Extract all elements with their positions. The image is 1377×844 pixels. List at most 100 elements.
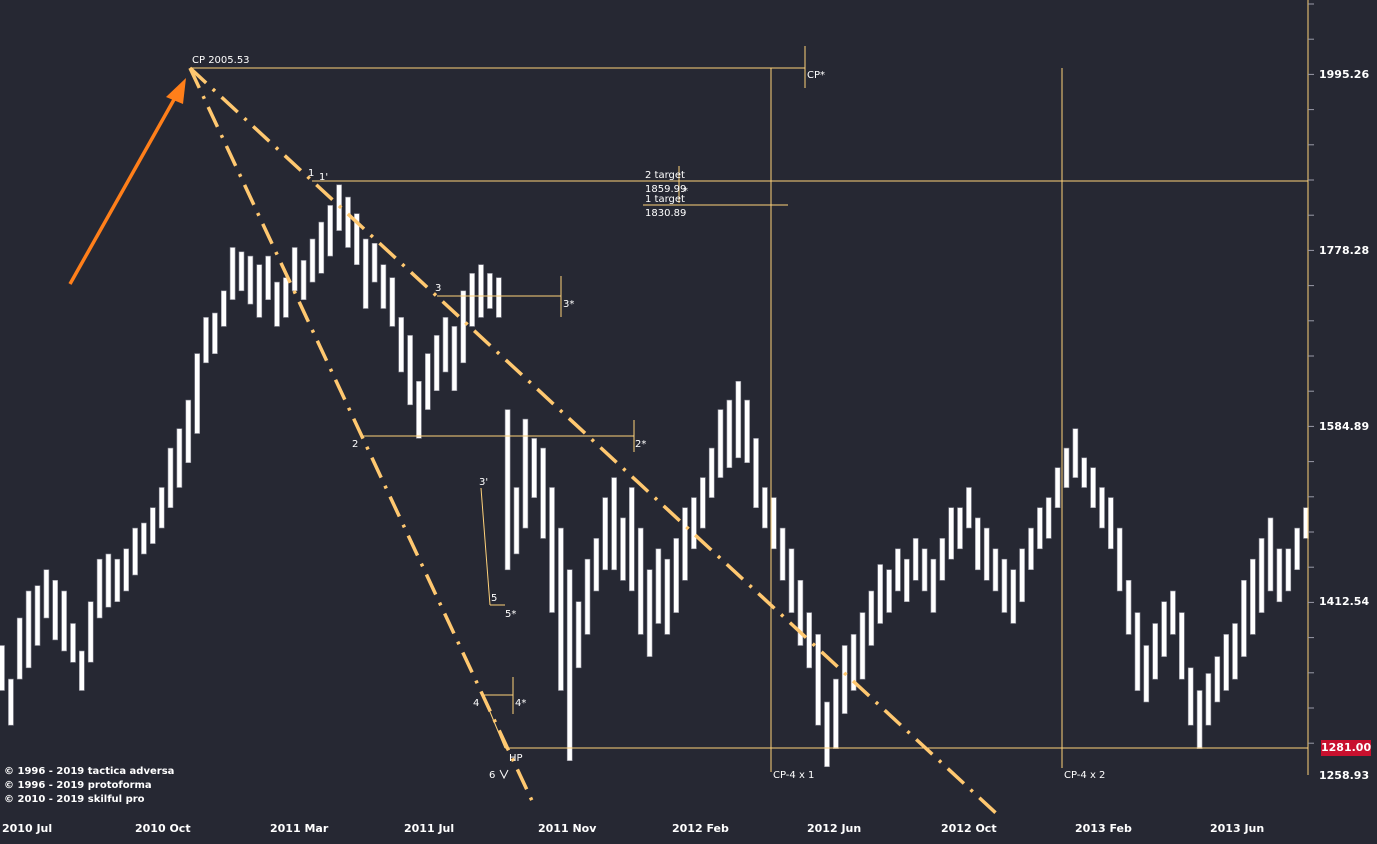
price-bar: [274, 281, 280, 327]
annotation-labels: CP 2005.53 CP* 2 target 1859.99 * 1 targ…: [192, 55, 1105, 781]
price-bar: [1161, 601, 1167, 657]
price-bar: [540, 447, 546, 539]
x-tick-label: 2012 Jun: [807, 822, 861, 835]
price-bar: [424, 353, 431, 410]
price-bar: [620, 517, 626, 581]
price-bar: [1276, 548, 1283, 603]
price-bar: [824, 701, 830, 767]
price-bar: [495, 277, 502, 318]
price-bar: [1250, 558, 1256, 635]
price-bar: [229, 247, 236, 300]
price-bar: [8, 678, 14, 726]
price-bar: [992, 548, 999, 592]
price-bar: [79, 650, 85, 691]
price-bar: [87, 601, 94, 663]
price-bar: [504, 409, 511, 571]
price-bar: [859, 612, 866, 680]
label-target2-star: *: [683, 186, 688, 197]
label-p4: 4: [473, 698, 479, 709]
price-bar: [762, 487, 768, 529]
price-bar: [1223, 634, 1229, 691]
price-bar: [815, 634, 821, 726]
price-bar: [611, 477, 617, 571]
label-p5s: 5*: [505, 609, 516, 620]
price-bar: [717, 409, 724, 478]
label-p3: 3: [435, 283, 441, 294]
price-bar: [300, 260, 307, 300]
label-target2: 2 target: [645, 170, 685, 181]
current-price-badge: 1281.00: [1321, 740, 1372, 756]
price-bar: [1019, 548, 1025, 603]
price-bar: [664, 558, 671, 635]
price-bar: [212, 312, 218, 355]
label-target1: 1 target: [645, 194, 685, 205]
price-bar: [318, 221, 325, 274]
price-bar: [1010, 569, 1017, 624]
v-mark-icon: [499, 769, 509, 780]
price-bar: [699, 477, 706, 529]
x-tick-label: 2013 Jun: [1210, 822, 1264, 835]
price-bar: [487, 273, 493, 309]
price-bar: [1108, 497, 1114, 550]
price-bar: [1054, 467, 1061, 509]
price-bar: [513, 487, 520, 555]
copyright-line: © 1996 - 2019 tactica adversa: [4, 766, 175, 777]
x-axis-labels: 2010 Jul 2010 Oct 2011 Mar 2011 Jul 2011…: [2, 822, 1264, 835]
price-bar: [16, 617, 23, 680]
x-tick-label: 2013 Feb: [1075, 822, 1132, 835]
price-bar: [708, 447, 715, 498]
annotation-lines: [190, 0, 1309, 775]
label-p2s: 2*: [635, 439, 646, 450]
price-bar: [726, 399, 733, 469]
price-bar: [1143, 645, 1150, 703]
label-p3p: 3': [479, 477, 488, 488]
price-bar: [309, 238, 316, 283]
label-cp-star: CP*: [807, 70, 825, 81]
price-bar: [345, 196, 351, 248]
price-bar: [779, 527, 786, 581]
label-p4s: 4*: [515, 698, 526, 709]
price-bar: [637, 527, 644, 635]
price-bars: [0, 184, 1309, 767]
price-bar: [1294, 527, 1300, 570]
price-bar: [380, 264, 387, 309]
price-bar: [682, 507, 688, 581]
x-tick-label: 2012 Oct: [941, 822, 997, 835]
price-bar: [895, 548, 901, 592]
price-bar: [1267, 517, 1274, 592]
x-tick-label: 2011 Mar: [270, 822, 329, 835]
price-bar: [1090, 467, 1096, 509]
price-bar: [291, 247, 298, 292]
price-bar: [283, 277, 289, 318]
price-bar: [593, 538, 600, 592]
price-bar: [96, 558, 103, 619]
y-tick-label: 1412.54: [1319, 595, 1369, 608]
price-bar: [123, 548, 129, 592]
price-bar: [327, 205, 334, 257]
price-bar: [1258, 538, 1265, 613]
price-bar: [478, 264, 484, 318]
price-bar: [371, 243, 378, 283]
price-bar: [221, 290, 227, 327]
x-tick-label: 2011 Nov: [538, 822, 597, 835]
price-bar: [602, 497, 609, 571]
price-bar: [353, 213, 360, 265]
label-target2-value: 1859.99: [645, 184, 686, 195]
price-bar: [691, 497, 697, 550]
price-bar: [61, 590, 67, 652]
price-bar: [806, 612, 813, 669]
price-bar: [416, 380, 422, 439]
price-bar: [238, 251, 245, 292]
price-bar: [673, 538, 680, 613]
price-bar: [575, 601, 582, 669]
price-bar: [114, 558, 121, 603]
label-target1-value: 1830.89: [645, 208, 686, 219]
price-bar: [1214, 656, 1221, 703]
price-bar: [1170, 590, 1176, 635]
y-tick-label: 1778.28: [1319, 244, 1369, 257]
price-bar: [850, 634, 857, 691]
label-p2: 2: [352, 439, 358, 450]
price-bar: [735, 380, 742, 459]
price-bar: [966, 487, 972, 529]
price-bar: [753, 438, 759, 508]
